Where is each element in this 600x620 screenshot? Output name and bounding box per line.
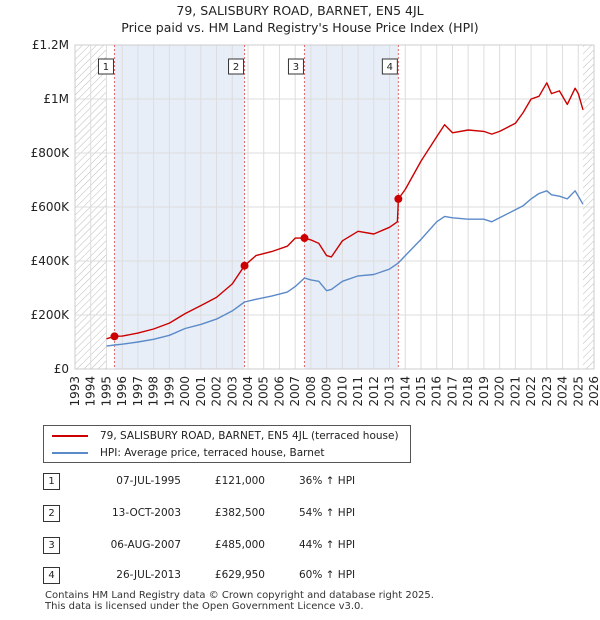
table-row: 2 13-OCT-2003 £382,500 54% ↑ HPI xyxy=(43,504,463,522)
sale-number: 4 xyxy=(43,567,60,584)
legend-swatch-hpi xyxy=(52,452,88,454)
hpi-line xyxy=(106,190,584,347)
sale-hpi-change: 44% ↑ HPI xyxy=(299,539,356,551)
sale-marker-label: 3 xyxy=(293,62,299,73)
x-tick-label: 2023 xyxy=(540,376,554,407)
x-tick-label: 2013 xyxy=(383,376,397,407)
legend-item-hpi: HPI: Average price, terraced house, Barn… xyxy=(52,445,325,461)
x-tick-label: 2021 xyxy=(508,376,522,407)
sale-hpi-change: 36% ↑ HPI xyxy=(299,475,356,487)
y-tick-label: £400K xyxy=(31,254,71,268)
price-chart: 1 2 3 4 £0 £200K £400K £600K £800K £1M £1.2M 1993… xyxy=(31,38,600,407)
sale-hpi-change: 54% ↑ HPI xyxy=(299,507,356,519)
sale-marker-box xyxy=(381,58,398,75)
sale-point xyxy=(300,234,309,243)
x-tick-label: 2003 xyxy=(225,376,239,407)
sale-marker-box xyxy=(287,58,304,75)
sale-marker-label: 2 xyxy=(233,62,239,73)
sale-price: £629,950 xyxy=(214,569,265,581)
sale-date: 06-AUG-2007 xyxy=(110,539,181,551)
x-tick-label: 2006 xyxy=(272,376,286,407)
chart-title-line1: 79, SALISBURY ROAD, BARNET, EN5 4JL xyxy=(176,3,424,18)
sale-price: £485,000 xyxy=(214,539,265,551)
sale-marker-label: 4 xyxy=(387,62,393,73)
x-tick-label: 1993 xyxy=(68,376,82,407)
sale-price: £121,000 xyxy=(214,475,265,487)
price-paid-line xyxy=(106,82,584,340)
table-row: 1 07-JUL-1995 £121,000 36% ↑ HPI xyxy=(43,472,463,490)
table-row: 4 26-JUL-2013 £629,950 60% ↑ HPI xyxy=(43,566,463,584)
y-tick-label: £200K xyxy=(31,308,71,322)
x-tick-label: 2007 xyxy=(288,376,302,407)
sale-date: 26-JUL-2013 xyxy=(116,569,181,581)
plot-area xyxy=(74,44,595,370)
chart-title-line2: Price paid vs. HM Land Registry's House … xyxy=(121,20,479,35)
sale-date: 13-OCT-2003 xyxy=(112,507,181,519)
sale-date: 07-JUL-1995 xyxy=(116,475,181,487)
sale-number: 3 xyxy=(43,537,60,554)
x-tick-label: 2025 xyxy=(571,376,585,407)
x-tick-label: 1999 xyxy=(162,376,176,407)
x-tick-label: 2001 xyxy=(194,376,208,407)
x-tick-label: 2004 xyxy=(241,376,255,407)
x-tick-label: 1995 xyxy=(99,376,113,407)
sale-number: 1 xyxy=(43,473,60,490)
x-tick-label: 2019 xyxy=(477,376,491,407)
sale-marker-box xyxy=(97,58,114,75)
x-tick-label: 1998 xyxy=(147,376,161,407)
y-tick-label: £1M xyxy=(43,92,69,106)
legend: 79, SALISBURY ROAD, BARNET, EN5 4JL (ter… xyxy=(43,425,411,463)
table-row: 3 06-AUG-2007 £485,000 44% ↑ HPI xyxy=(43,536,463,554)
x-tick-label: 2008 xyxy=(304,376,318,407)
sale-marker-label: 1 xyxy=(103,62,109,73)
sale-hpi-change: 60% ↑ HPI xyxy=(299,569,356,581)
x-tick-label: 2016 xyxy=(430,376,444,407)
footer-licence: This data is licensed under the Open Gov… xyxy=(45,601,364,612)
x-tick-label: 2002 xyxy=(210,376,224,407)
x-tick-label: 1994 xyxy=(84,376,98,407)
x-tick-label: 2024 xyxy=(556,376,570,407)
x-tick-label: 2009 xyxy=(320,376,334,407)
x-tick-label: 2018 xyxy=(461,376,475,407)
y-tick-label: £0 xyxy=(54,362,69,376)
x-tick-label: 1997 xyxy=(131,376,145,407)
sale-price: £382,500 xyxy=(214,507,265,519)
x-tick-label: 2020 xyxy=(493,376,507,407)
legend-label-hpi: HPI: Average price, terraced house, Barn… xyxy=(100,447,325,459)
x-tick-label: 2000 xyxy=(178,376,192,407)
x-tick-label: 2017 xyxy=(445,376,459,407)
sale-point xyxy=(240,261,249,270)
footer: Contains HM Land Registry data © Crown c… xyxy=(45,590,434,612)
footer-copyright: Contains HM Land Registry data © Crown c… xyxy=(45,590,434,601)
sale-point xyxy=(394,194,403,203)
sale-number: 2 xyxy=(43,505,60,522)
legend-swatch-price xyxy=(52,435,88,437)
legend-label-price: 79, SALISBURY ROAD, BARNET, EN5 4JL (ter… xyxy=(100,430,399,442)
legend-item-price: 79, SALISBURY ROAD, BARNET, EN5 4JL (ter… xyxy=(52,428,399,444)
x-tick-label: 1996 xyxy=(115,376,129,407)
x-tick-label: 2015 xyxy=(414,376,428,407)
x-tick-label: 2014 xyxy=(398,376,412,407)
x-tick-label: 2005 xyxy=(257,376,271,407)
x-tick-label: 2026 xyxy=(587,376,600,407)
x-tick-label: 2011 xyxy=(351,376,365,407)
x-tick-label: 2012 xyxy=(367,376,381,407)
x-tick-label: 2010 xyxy=(335,376,349,407)
sale-marker-box xyxy=(228,58,245,75)
y-tick-label: £600K xyxy=(31,200,71,214)
sale-point xyxy=(110,332,119,341)
chart-title: 79, SALISBURY ROAD, BARNET, EN5 4JL Pric… xyxy=(0,2,600,36)
y-tick-label: £1.2M xyxy=(32,38,69,52)
x-tick-label: 2022 xyxy=(524,376,538,407)
y-tick-label: £800K xyxy=(31,146,71,160)
